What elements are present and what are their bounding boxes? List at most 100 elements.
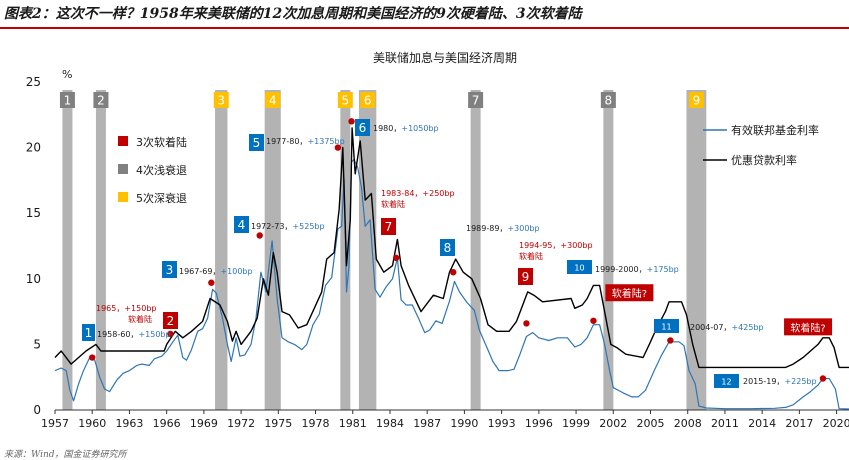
x-tick-label: 2017 (785, 417, 813, 430)
hike-cycle-period: 1983-84，+250bp (381, 189, 455, 198)
recession-number: 9 (693, 94, 701, 108)
hike-cycle-number: 9 (522, 270, 530, 284)
legend-swatch (118, 164, 128, 174)
peak-markers (89, 118, 827, 382)
hike-cycle-period: 1989-89，+300bp (466, 224, 540, 233)
hike-cycle-badge (714, 374, 739, 388)
hike-cycle-badge (234, 216, 249, 233)
recession-band (95, 90, 106, 410)
hike-cycle-note: 软着陆 (519, 251, 543, 261)
chart-title: 美联储加息与美国经济周期 (373, 50, 517, 65)
legend-series-label: 有效联邦基金利率 (731, 123, 819, 137)
soft-landing-question-label: 软着陆? (612, 287, 647, 300)
hike-cycle-bp: +525bp (292, 222, 324, 231)
hike-cycle-bp: +225bp (784, 377, 816, 386)
peak-marker (89, 354, 96, 361)
recession-badge (213, 92, 229, 108)
hike-cycle-number: 7 (385, 220, 393, 234)
hike-cycle-number: 6 (359, 121, 367, 135)
x-tick-label: 1993 (488, 417, 516, 430)
legend-label: 5次深衰退 (136, 191, 187, 205)
hike-cycle-bp: +425bp (731, 323, 763, 332)
soft-landing-question-label: 软着陆? (790, 321, 825, 334)
y-tick-label: 10 (26, 272, 41, 286)
y-tick-label: 15 (26, 206, 41, 220)
hike-cycle-bp: +1375bp (307, 137, 344, 146)
hike-cycle-badge (440, 239, 455, 256)
recession-badge (360, 92, 376, 108)
hike-cycle-number: 11 (661, 323, 671, 332)
x-tick-label: 1984 (376, 417, 404, 430)
hike-cycle-number: 4 (238, 218, 246, 232)
recession-number: 2 (97, 94, 105, 108)
recession-band (686, 90, 707, 410)
y-axis-unit: % (62, 68, 72, 81)
x-tick-label: 1975 (264, 417, 292, 430)
x-tick-label: 1972 (227, 417, 255, 430)
peak-marker (256, 232, 263, 239)
soft-landing-question-badge (784, 318, 833, 336)
recession-number: 3 (217, 94, 225, 108)
legend-swatch (118, 136, 128, 146)
legend-swatch (118, 192, 128, 202)
x-tick-label: 1960 (78, 417, 106, 430)
hike-cycle-note: 软着陆 (381, 199, 405, 209)
peak-marker (348, 118, 355, 125)
x-tick-label: 1990 (450, 417, 478, 430)
recession-badge (688, 92, 704, 108)
hike-cycle-number: 12 (721, 378, 731, 387)
recession-number: 1 (64, 94, 72, 108)
series-lines (54, 127, 849, 410)
hike-cycle-number: 1 (85, 326, 93, 340)
legend-label: 4次浅衰退 (136, 163, 187, 177)
recession-band (215, 90, 228, 410)
hike-cycle-period: 1977-80，+1375bp (266, 137, 345, 146)
peak-marker (450, 269, 457, 276)
hike-cycle-badge (163, 312, 178, 329)
recession-number: 7 (472, 94, 480, 108)
x-tick-label: 1978 (302, 417, 330, 430)
recession-number: 8 (605, 94, 613, 108)
recession-number: 6 (364, 94, 372, 108)
y-tick-label: 20 (26, 141, 41, 155)
recession-badge (59, 92, 75, 108)
hike-cycle-bp: +100bp (220, 267, 252, 276)
hike-cycle-note: 软着陆 (128, 314, 152, 324)
hike-cycle-badge (82, 324, 95, 341)
title-rule (0, 27, 849, 29)
peak-marker (334, 144, 342, 151)
hike-cycle-bp: +300bp (507, 224, 539, 233)
legend-series-label: 优惠贷款利率 (731, 153, 797, 167)
peak-marker (208, 279, 215, 286)
hike-cycle-badge (518, 268, 533, 285)
hike-cycle-period: 1972-73，+525bp (251, 222, 325, 231)
hike-cycle-period: 1967-69，+100bp (179, 267, 253, 276)
hike-cycle-period: 2004-07，+425bp (690, 323, 764, 332)
x-tick-label: 2020 (823, 417, 849, 430)
hike-cycle-bp: +175bp (647, 265, 679, 274)
recession-band (358, 90, 377, 410)
hike-cycle-period: 1999-2000，+175bp (595, 265, 679, 274)
peak-marker (167, 330, 174, 338)
peak-marker (819, 375, 827, 382)
hike-cycle-number: 10 (574, 264, 584, 273)
hike-cycle-bp: +150bp (138, 330, 170, 339)
recession-band (603, 90, 614, 410)
recession-badge (93, 92, 109, 108)
x-tick-label: 1969 (190, 417, 218, 430)
hike-cycle-period: 1965，+150bp (96, 304, 157, 313)
hike-cycle-number: 3 (166, 263, 174, 277)
x-tick-label: 2002 (599, 417, 627, 430)
recession-number: 4 (269, 94, 277, 108)
hike-cycle-badge (355, 119, 370, 136)
x-tick-label: 1987 (413, 417, 441, 430)
hike-cycle-period: 1994-95，+300bp (519, 241, 593, 250)
y-tick-label: 25 (26, 75, 41, 89)
hike-cycle-badge (162, 261, 177, 278)
x-tick-label: 1999 (562, 417, 590, 430)
x-tick-label: 1966 (153, 417, 181, 430)
hike-cycle-period: 2015-19，+225bp (743, 377, 817, 386)
